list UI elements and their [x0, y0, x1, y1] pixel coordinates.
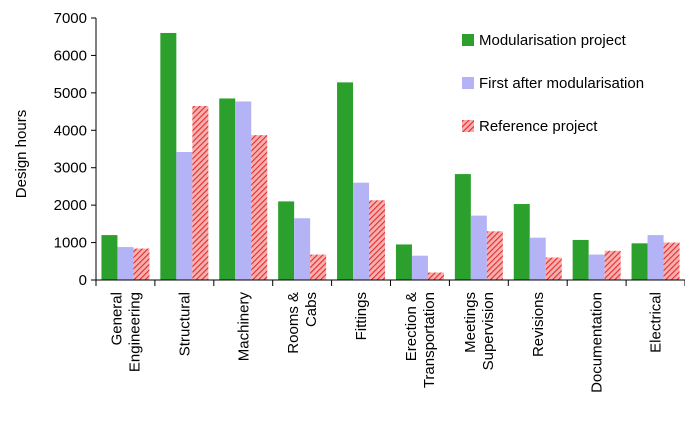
bar-reference-project-9 [663, 242, 680, 280]
bar-modularisation-project-8 [572, 239, 589, 280]
x-category-label-line: Electrical [648, 292, 665, 353]
x-category-label-line: Transportation [421, 292, 438, 388]
legend-swatch [462, 77, 474, 89]
x-category-label: Documentation [589, 292, 606, 393]
x-category-label: Machinery [235, 292, 252, 362]
bar-first-after-modularisation-8 [588, 254, 605, 280]
bar-reference-project-0 [133, 248, 150, 280]
bar-first-after-modularisation-7 [529, 237, 546, 280]
x-category-label: Electrical [648, 292, 665, 353]
y-axis-title: Design hours [13, 110, 30, 198]
bar-first-after-modularisation-3 [294, 218, 311, 280]
x-axis: General Engineering Structural Machinery Roo… [95, 279, 685, 393]
x-category-label: Meetings Supervision [462, 292, 497, 370]
bar-reference-project-8 [604, 250, 621, 280]
x-category-label: General Engineering [108, 292, 143, 372]
x-category-label-line: Meetings [462, 292, 479, 353]
y-tick-label: 4000 [54, 122, 87, 139]
bar-first-after-modularisation-5 [411, 255, 428, 280]
y-axis: 0 1000 2000 3000 4000 5000 6000 7000 [54, 10, 97, 289]
x-category-label-line: Structural [176, 292, 193, 356]
x-category-label-line: Erection & [403, 292, 420, 361]
bar-reference-project-7 [545, 257, 562, 280]
bar-modularisation-project-9 [631, 243, 648, 280]
y-tick-label: 0 [79, 272, 87, 289]
bar-modularisation-project-6 [454, 174, 471, 280]
bar-modularisation-project-5 [395, 244, 412, 280]
legend-label: Reference project [479, 118, 598, 135]
x-category-label: Erection & Transportation [403, 292, 438, 388]
bar-reference-project-3 [310, 254, 327, 280]
bar-reference-project-2 [251, 135, 268, 280]
bar-reference-project-1 [192, 105, 209, 280]
x-category-label-line: Revisions [530, 292, 547, 357]
x-category-label: Rooms & Cabs [285, 292, 320, 354]
bar-modularisation-project-4 [337, 82, 354, 281]
legend: Modularisation project First after modula… [462, 32, 644, 135]
bar-reference-project-6 [486, 231, 503, 280]
x-category-label-line: Documentation [589, 292, 606, 393]
y-tick-label: 3000 [54, 160, 87, 177]
legend-item: Modularisation project [462, 32, 627, 49]
bar-modularisation-project-2 [219, 98, 236, 280]
y-tick-label: 7000 [54, 10, 87, 27]
x-category-label: Fittings [353, 292, 370, 340]
x-category-label-line: Machinery [235, 292, 252, 362]
y-tick-label: 2000 [54, 197, 87, 214]
x-category-label-line: Supervision [480, 292, 497, 370]
plot-area [101, 32, 680, 281]
bar-modularisation-project-7 [513, 204, 530, 280]
bar-first-after-modularisation-4 [353, 182, 370, 280]
legend-swatch [462, 34, 474, 46]
y-tick-label: 5000 [54, 85, 87, 102]
legend-item: Reference project [462, 118, 598, 135]
x-category-label-line: Cabs [303, 292, 320, 327]
y-tick-label: 6000 [54, 47, 87, 64]
x-category-label: Structural [176, 292, 193, 356]
bar-modularisation-project-0 [101, 235, 118, 280]
bar-first-after-modularisation-0 [117, 247, 134, 280]
legend-swatch [462, 120, 474, 132]
bar-reference-project-5 [427, 272, 444, 280]
bar-modularisation-project-1 [160, 32, 177, 280]
y-tick-label: 1000 [54, 235, 87, 252]
bar-first-after-modularisation-1 [176, 151, 193, 280]
x-category-label-line: General [108, 292, 125, 345]
legend-item: First after modularisation [462, 75, 644, 92]
bar-first-after-modularisation-2 [235, 101, 252, 280]
x-category-label-line: Fittings [353, 292, 370, 340]
bar-reference-project-4 [369, 200, 386, 280]
x-category-label: Revisions [530, 292, 547, 357]
x-category-label-line: Engineering [126, 292, 143, 372]
legend-label: First after modularisation [479, 75, 644, 92]
bar-modularisation-project-3 [278, 201, 295, 280]
legend-label: Modularisation project [479, 32, 627, 49]
bar-first-after-modularisation-6 [470, 215, 487, 280]
bar-first-after-modularisation-9 [647, 235, 664, 280]
x-category-label-line: Rooms & [285, 292, 302, 354]
